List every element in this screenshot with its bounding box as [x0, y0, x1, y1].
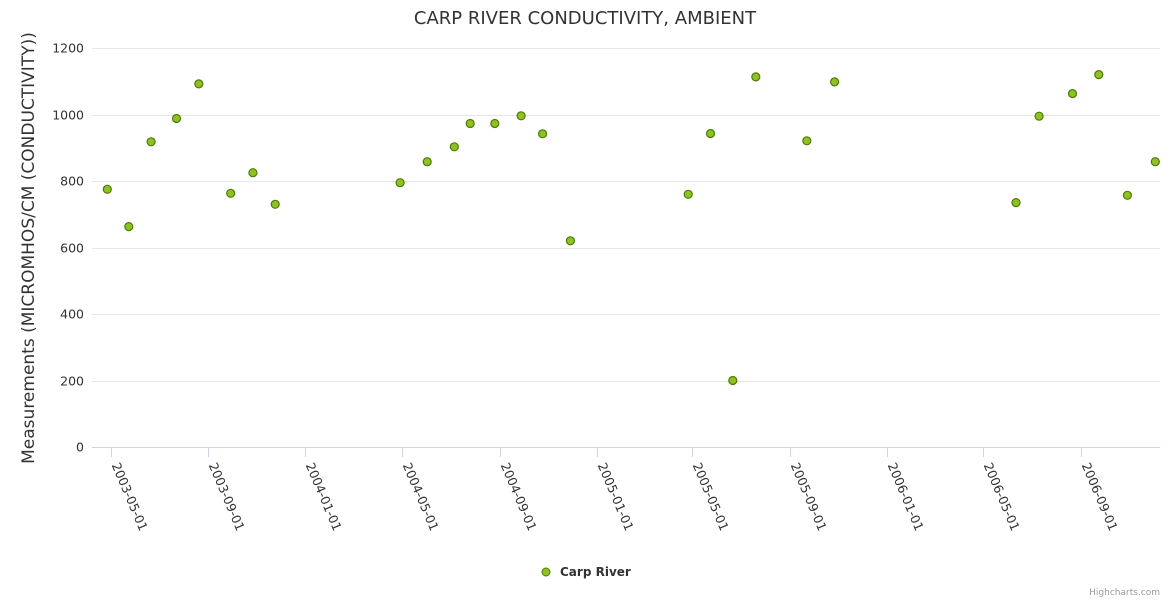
data-point[interactable]: [537, 129, 548, 139]
data-point[interactable]: [146, 137, 156, 147]
data-point[interactable]: [395, 178, 405, 188]
data-point[interactable]: [829, 77, 840, 87]
legend[interactable]: Carp River: [541, 565, 631, 579]
data-point[interactable]: [226, 188, 236, 198]
chart-title: CARP RIVER CONDUCTIVITY, AMBIENT: [414, 8, 757, 29]
data-point[interactable]: [1094, 69, 1104, 80]
data-point[interactable]: [248, 168, 258, 178]
data-point[interactable]: [490, 118, 500, 129]
y-tick-label: 1000: [52, 108, 84, 123]
data-point[interactable]: [565, 236, 576, 246]
y-tick-label: 400: [60, 307, 84, 322]
y-tick-label: 800: [60, 174, 84, 189]
data-point[interactable]: [516, 111, 526, 121]
data-point[interactable]: [802, 136, 812, 146]
data-point[interactable]: [1150, 157, 1160, 167]
data-point[interactable]: [1011, 198, 1021, 208]
data-point[interactable]: [1034, 111, 1044, 121]
data-point[interactable]: [270, 199, 280, 209]
credits-link[interactable]: Highcharts.com: [1089, 588, 1160, 598]
data-point[interactable]: [124, 222, 134, 232]
data-point[interactable]: [705, 128, 716, 139]
y-axis-title: Measurements (MICROMHOS/CM (CONDUCTIVITY…: [19, 32, 39, 464]
data-point[interactable]: [171, 113, 182, 124]
legend-marker-icon[interactable]: [541, 567, 551, 577]
y-gridlines: [92, 48, 1160, 382]
series-carp-river: [102, 69, 1160, 386]
data-point[interactable]: [1122, 190, 1133, 200]
data-point[interactable]: [422, 157, 432, 167]
y-tick-label: 1200: [52, 41, 84, 56]
y-tick-label: 200: [60, 374, 84, 389]
data-point[interactable]: [1067, 88, 1078, 99]
y-tick-label: 600: [60, 241, 84, 256]
data-point[interactable]: [465, 118, 475, 129]
y-axis-ticks: 0 200 400 600 800 1000 1200: [52, 41, 84, 455]
y-tick-label: 0: [76, 440, 84, 455]
data-point[interactable]: [449, 142, 459, 152]
legend-item-carp-river[interactable]: Carp River: [560, 565, 631, 579]
data-point[interactable]: [751, 72, 761, 82]
data-point[interactable]: [102, 184, 112, 194]
data-point[interactable]: [194, 79, 204, 89]
data-point[interactable]: [683, 189, 693, 199]
data-point[interactable]: [728, 375, 738, 386]
